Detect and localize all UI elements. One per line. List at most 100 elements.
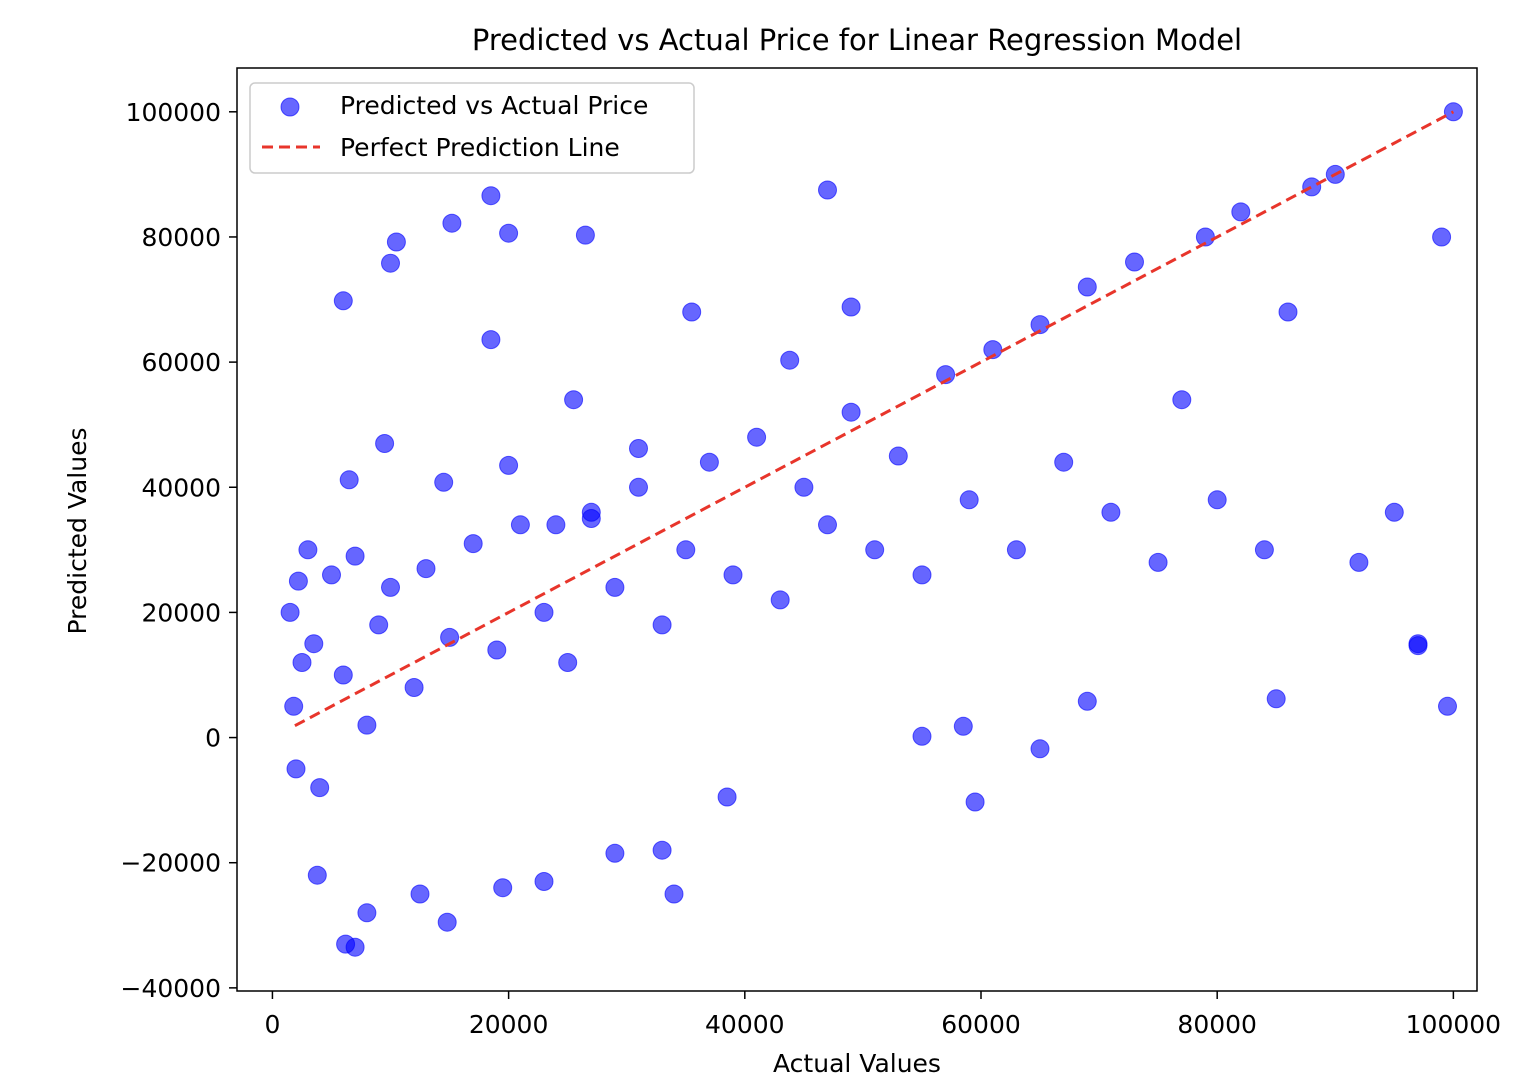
scatter-point-46: [1148, 552, 1168, 572]
perfect-prediction-line: [294, 110, 1455, 728]
scatter-point-68: [481, 330, 501, 350]
scatter-point-21: [558, 653, 578, 672]
y-tick-label-1: −20000: [121, 849, 221, 878]
x-tick-label-4: 80000: [1177, 1010, 1257, 1039]
scatter-point-27: [699, 452, 719, 472]
scatter-point-61: [381, 253, 400, 273]
scatter-point-36: [912, 565, 932, 585]
scatter-point-31: [794, 477, 814, 497]
scatter-point-7: [310, 778, 330, 798]
chart-title: Predicted vs Actual Price for Linear Reg…: [472, 23, 1242, 57]
scatter-point-90: [664, 884, 684, 904]
scatter-point-96: [1077, 691, 1097, 711]
scatter-points: [280, 102, 1463, 957]
scatter-point-97: [1266, 689, 1286, 709]
scatter-point-40: [1006, 540, 1026, 560]
y-axis-label: Predicted Values: [63, 428, 92, 635]
scatter-point-4: [292, 653, 312, 672]
scatter-point-6: [304, 634, 324, 654]
scatter-point-58: [1432, 227, 1452, 247]
scatter-point-49: [1207, 490, 1227, 510]
scatter-point-56: [1384, 502, 1404, 522]
scatter-point-3: [288, 571, 308, 591]
x-axis-label: Actual Values: [773, 1049, 941, 1078]
scatter-point-60: [333, 291, 353, 311]
perfect-prediction-line-layer: [294, 110, 1455, 728]
x-tick-label-1: 20000: [469, 1010, 549, 1039]
scatter-point-24: [629, 477, 648, 497]
scatter-point-74: [434, 472, 454, 492]
plot-frame: [236, 67, 1478, 992]
y-tick-label-3: 20000: [141, 598, 221, 627]
scatter-point-34: [865, 540, 885, 560]
scatter-point-84: [410, 884, 430, 904]
scatter-point-5: [298, 540, 318, 560]
scatter-point-76: [564, 390, 584, 410]
legend-label-scatter: Predicted vs Actual Price: [340, 91, 648, 120]
scatter-point-77: [629, 439, 648, 458]
scatter-point-72: [339, 470, 359, 490]
scatter-point-20: [534, 602, 554, 622]
scatter-point-10: [345, 546, 365, 566]
scatter-point-18: [487, 640, 507, 660]
scatter-point-1: [284, 696, 304, 716]
scatter-point-35: [888, 446, 908, 466]
x-axis-ticks: 0 20000 40000 60000 80000 100000: [264, 991, 1501, 1039]
scatter-point-2: [286, 759, 306, 779]
scatter-point-47: [1172, 390, 1192, 410]
scatter-point-30: [770, 590, 790, 610]
scatter-point-79: [581, 509, 601, 528]
x-tick-label-5: 100000: [1406, 1010, 1501, 1039]
legend-box: [249, 82, 695, 174]
legend-label-line: Perfect Prediction Line: [340, 133, 620, 162]
legend: Predicted vs Actual Price Perfect Predic…: [249, 82, 695, 174]
scatter-point-33: [841, 402, 861, 422]
scatter-point-82: [345, 937, 365, 957]
scatter-point-88: [605, 843, 625, 863]
scatter-point-70: [780, 350, 800, 370]
scatter-point-55: [1349, 552, 1369, 572]
x-tick-label-0: 0: [264, 1010, 280, 1039]
scatter-point-91: [717, 787, 737, 807]
scatter-point-0: [280, 602, 300, 622]
scatter-point-85: [437, 912, 457, 932]
scatter-point-75: [499, 455, 519, 475]
scatter-point-73: [375, 434, 395, 453]
scatter-point-43: [1077, 277, 1097, 297]
scatter-point-42: [1054, 452, 1074, 472]
scatter-point-63: [442, 213, 462, 233]
scatter-point-62: [386, 232, 406, 252]
scatter-point-29: [747, 427, 767, 447]
scatter-point-51: [1254, 540, 1274, 560]
scatter-point-32: [818, 515, 837, 535]
scatter-point-98: [1438, 696, 1457, 716]
scatter-point-93: [1030, 739, 1050, 759]
scatter-point-86: [493, 878, 513, 898]
y-tick-label-4: 40000: [141, 473, 221, 502]
scatter-point-92: [965, 792, 985, 812]
y-tick-label-2: 0: [205, 724, 221, 753]
scatter-point-67: [818, 180, 837, 200]
scatter-point-94: [912, 726, 932, 746]
scatter-point-38: [959, 490, 979, 510]
y-tick-label-7: 100000: [126, 98, 221, 127]
scatter-point-95: [953, 716, 973, 736]
scatter-point-89: [652, 840, 672, 860]
scatter-point-53: [1302, 177, 1322, 197]
scatter-point-28: [723, 565, 743, 585]
x-tick-label-3: 60000: [941, 1010, 1021, 1039]
scatter-point-44: [1101, 502, 1121, 522]
scatter-point-65: [499, 223, 519, 243]
legend-scatter-marker: [280, 97, 300, 117]
x-tick-label-2: 40000: [705, 1010, 785, 1039]
scatter-point-9: [333, 665, 353, 685]
scatter-point-78: [546, 515, 566, 535]
y-axis-ticks: −40000 −20000 0 20000 40000 60000 80000 100000: [121, 98, 237, 1003]
scatter-point-80: [307, 865, 327, 885]
scatter-point-25: [652, 615, 672, 635]
scatter-point-83: [357, 903, 377, 923]
scatter-point-87: [534, 872, 554, 891]
scatter-point-11: [357, 715, 377, 735]
